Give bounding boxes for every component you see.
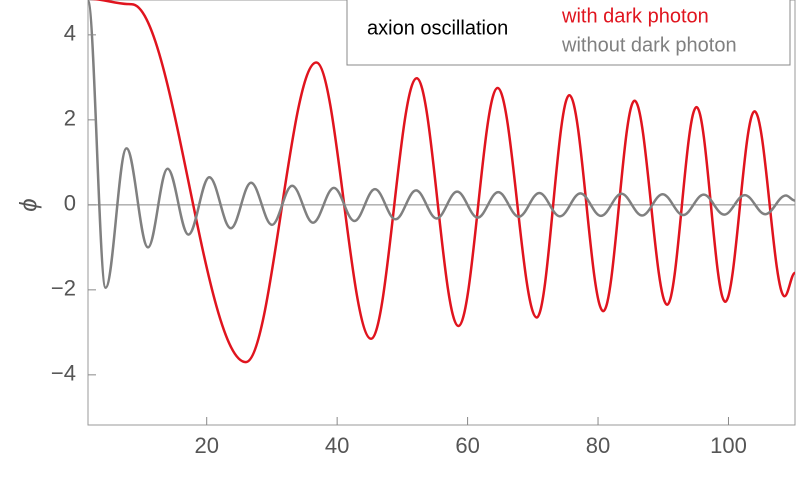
x-tick-label: 20 — [194, 433, 218, 458]
y-tick-label: −4 — [51, 361, 76, 386]
legend-label: with dark photon — [561, 5, 709, 27]
x-tick-label: 100 — [710, 433, 747, 458]
legend-title: axion oscillation — [367, 17, 508, 39]
legend-label: without dark photon — [561, 34, 737, 56]
x-tick-label: 40 — [325, 433, 349, 458]
series-line — [88, 0, 795, 289]
y-axis-label: ϕ — [15, 198, 42, 211]
legend: with dark photon without dark photon — [561, 5, 737, 56]
y-tick-label: 0 — [64, 191, 76, 216]
plot-area — [88, 0, 795, 364]
series-line — [88, 0, 795, 364]
x-tick-label: 60 — [455, 433, 479, 458]
y-tick-label: −2 — [51, 276, 76, 301]
y-tick-label: 2 — [64, 106, 76, 131]
axes: 420−2−420 40 60 80 100 — [51, 21, 747, 458]
y-tick-label: 4 — [64, 21, 76, 46]
x-tick-label: 80 — [586, 433, 610, 458]
legend-box — [346, 0, 791, 66]
